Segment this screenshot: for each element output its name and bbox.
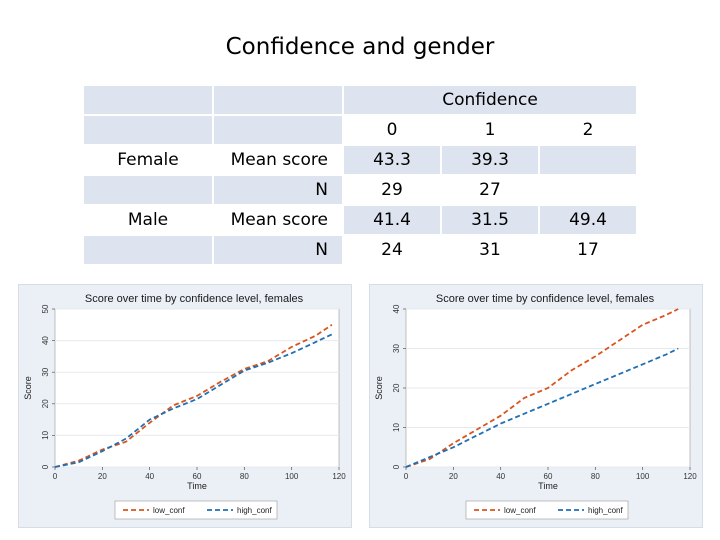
- table-cell: 27: [479, 180, 501, 200]
- table-cell: 29: [381, 180, 403, 200]
- series-line-high_conf: [54, 333, 333, 468]
- x-tick-label: 80: [591, 472, 600, 481]
- plot-area: [54, 308, 340, 468]
- chart-panel-right: Score over time by confidence level, fem…: [369, 284, 703, 528]
- x-tick-label: 100: [636, 472, 650, 481]
- table-cell: [84, 86, 212, 114]
- slide-title: Confidence and gender: [225, 34, 495, 60]
- x-tick-label: 100: [285, 472, 299, 481]
- table-header-row-group: Confidence: [84, 86, 636, 114]
- line-chart-right: Score over time by confidence level, fem…: [374, 293, 697, 520]
- legend: [465, 500, 629, 520]
- y-tick-label: 40: [392, 304, 401, 313]
- stat-label: N: [214, 236, 342, 264]
- series-line-low_conf: [54, 324, 333, 468]
- table-cell: 49.4: [540, 206, 636, 234]
- table-cell: 39.3: [442, 146, 538, 174]
- y-tick-label: 30: [41, 367, 50, 376]
- y-axis-label: Score: [23, 376, 33, 400]
- x-axis-label: Time: [187, 481, 207, 491]
- group-label: Female: [117, 150, 179, 170]
- table-cell: [214, 86, 342, 114]
- table-header-row-levels: 0 1 2: [84, 116, 636, 144]
- x-axis-label: Time: [538, 481, 558, 491]
- x-tick-label: 40: [496, 472, 505, 481]
- group-label: [84, 236, 212, 264]
- table-cell: 31: [479, 240, 501, 260]
- table-cell: 41.4: [344, 206, 440, 234]
- table-cell: 17: [577, 240, 599, 260]
- level-header: 1: [484, 120, 496, 140]
- chart-title: Score over time by confidence level, fem…: [436, 293, 655, 305]
- table-cell: [540, 176, 636, 204]
- x-tick-label: 0: [404, 472, 409, 481]
- y-tick-label: 20: [41, 399, 50, 408]
- x-tick-label: 40: [145, 472, 154, 481]
- y-tick-label: 0: [392, 464, 401, 469]
- x-tick-label: 0: [53, 472, 58, 481]
- table-cell: 43.3: [344, 146, 440, 174]
- group-label: [84, 176, 212, 204]
- y-tick-label: 10: [41, 430, 50, 439]
- y-tick-label: 10: [392, 423, 401, 432]
- x-tick-label: 60: [544, 472, 553, 481]
- y-tick-label: 50: [41, 304, 50, 313]
- y-tick-label: 20: [392, 383, 401, 392]
- level-header: 0: [386, 120, 398, 140]
- series-line-high_conf: [405, 347, 679, 468]
- table-row: N 29 27: [84, 176, 636, 204]
- x-tick-label: 20: [98, 472, 107, 481]
- chart-title: Score over time by confidence level, fem…: [85, 293, 304, 305]
- table-cell: [540, 146, 636, 174]
- table-cell: 24: [381, 240, 403, 260]
- series-line-low_conf: [405, 308, 679, 468]
- stat-label: Mean score: [230, 150, 328, 170]
- x-tick-label: 60: [193, 472, 202, 481]
- table-row: N 24 31 17: [84, 236, 636, 264]
- summary-table: Confidence 0 1 2 Female Mean score 43.3 …: [82, 84, 638, 266]
- legend-label: low_conf: [504, 506, 536, 515]
- y-axis-label: Score: [374, 376, 384, 400]
- legend-label: high_conf: [588, 506, 623, 515]
- y-tick-label: 30: [392, 344, 401, 353]
- x-tick-label: 120: [332, 472, 346, 481]
- level-header: 2: [582, 120, 594, 140]
- confidence-header: Confidence: [344, 86, 636, 114]
- chart-panel-left: Score over time by confidence level, fem…: [18, 284, 352, 528]
- table-row: Female Mean score 43.3 39.3: [84, 146, 636, 174]
- table-cell: 31.5: [442, 206, 538, 234]
- stat-label: N: [214, 176, 342, 204]
- x-tick-label: 120: [683, 472, 697, 481]
- legend-label: low_conf: [153, 506, 185, 515]
- legend: [114, 500, 278, 520]
- stat-label: Mean score: [230, 210, 328, 230]
- x-tick-label: 20: [449, 472, 458, 481]
- table-row: Male Mean score 41.4 31.5 49.4: [84, 206, 636, 234]
- group-label: Male: [127, 210, 169, 230]
- table-cell: [214, 116, 342, 144]
- y-tick-label: 0: [41, 464, 50, 469]
- x-tick-label: 80: [240, 472, 249, 481]
- legend-label: high_conf: [237, 506, 272, 515]
- y-tick-label: 40: [41, 336, 50, 345]
- table-cell: [84, 116, 212, 144]
- line-chart-left: Score over time by confidence level, fem…: [23, 293, 346, 520]
